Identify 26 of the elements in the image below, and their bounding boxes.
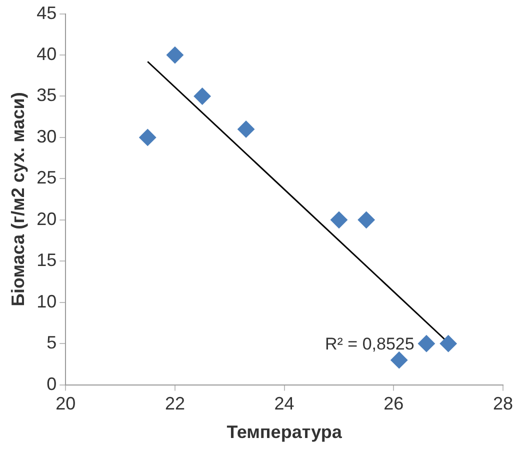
- point: [330, 211, 348, 228]
- y-tick-label: 45: [36, 2, 57, 23]
- y-tick-label: 35: [36, 85, 57, 106]
- y-tick-label: 30: [36, 126, 57, 146]
- x-tick-label: 28: [492, 394, 514, 414]
- y-axis-title: Біомаса (г/м2 сух. маси): [8, 92, 28, 306]
- point: [418, 335, 435, 352]
- y-tick-label: 10: [36, 291, 57, 312]
- annotation: R² = 0,8525: [325, 334, 414, 354]
- y-tick-label: 15: [36, 250, 57, 270]
- x-axis-title: Температура: [226, 422, 343, 442]
- point: [358, 211, 375, 228]
- y-tick-label: 5: [46, 332, 57, 353]
- y-tick-label: 0: [46, 374, 57, 394]
- x-tick-label: 22: [164, 394, 185, 414]
- x-tick-label: 24: [274, 394, 294, 414]
- point: [238, 120, 255, 138]
- point: [390, 352, 408, 369]
- y-tick-label: 20: [36, 208, 57, 229]
- x-tick-label: 26: [384, 394, 404, 414]
- point: [166, 46, 184, 64]
- y-tick-label: 25: [36, 168, 57, 188]
- point: [440, 335, 457, 352]
- y-tick-label: 40: [36, 44, 57, 64]
- point: [139, 128, 156, 146]
- point: [194, 88, 211, 105]
